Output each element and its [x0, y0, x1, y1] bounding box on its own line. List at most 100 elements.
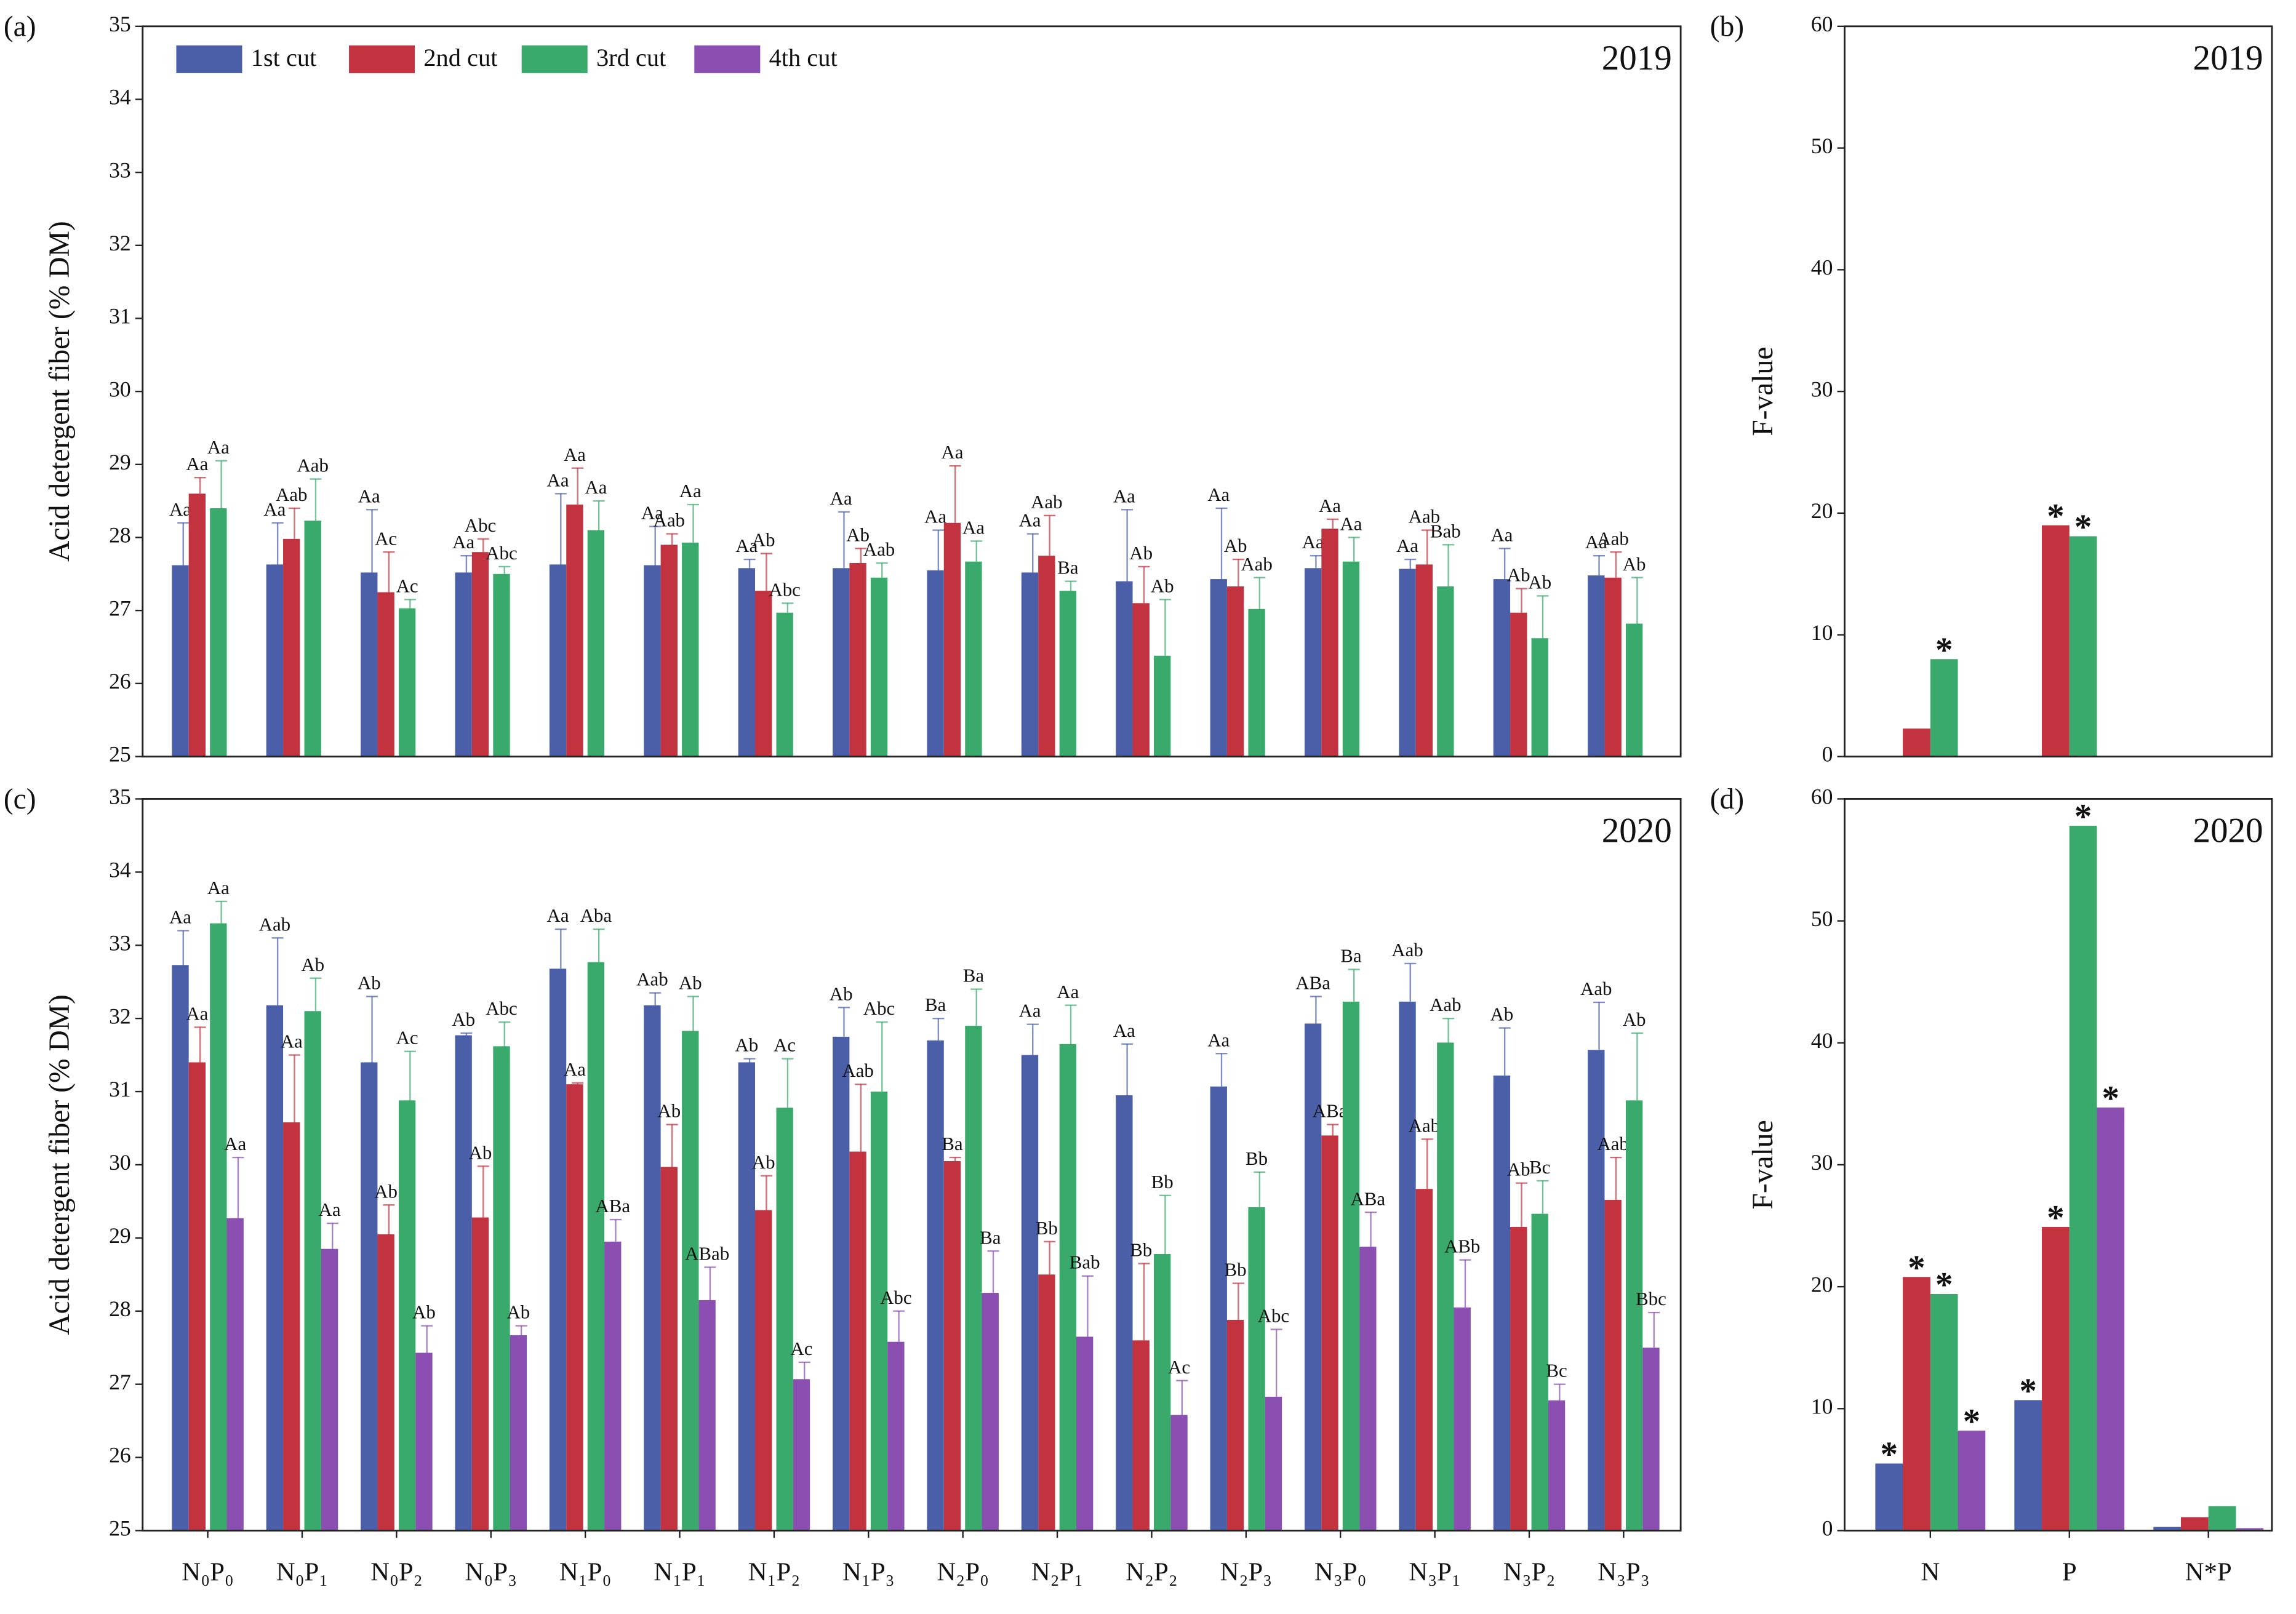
significance-letters: Ab [679, 972, 702, 994]
plot-frame [1844, 797, 2273, 1532]
bar [1021, 1055, 1039, 1531]
x-tick-label: N₁P₁ [654, 1558, 706, 1587]
significance-letters: Aab [1580, 978, 1612, 999]
y-tick-label: 29 [109, 450, 131, 474]
significance-letters: Aa [1207, 484, 1230, 505]
bar [887, 1341, 905, 1531]
significance-letters: Aa [169, 498, 191, 520]
significance-letters: ABb [1444, 1236, 1480, 1257]
bar [1930, 1293, 1958, 1531]
y-tick-label: 40 [1811, 1028, 1833, 1053]
y-tick-label: 29 [109, 1223, 131, 1248]
bar [2180, 1517, 2209, 1531]
bar [849, 562, 866, 757]
significance-letters: Ab [1507, 1159, 1530, 1180]
x-tick-label: P [2062, 1558, 2077, 1587]
bar [660, 1167, 678, 1531]
significance-letters: Ab [735, 1034, 758, 1056]
significance-letters: Aa [452, 531, 474, 553]
significance-star: * [2074, 797, 2092, 836]
significance-letters: ABa [1295, 972, 1330, 994]
y-tick-label: 30 [109, 1150, 131, 1175]
bar [1210, 1086, 1227, 1531]
y-tick-label: 28 [109, 523, 131, 548]
significance-letters: Aa [1396, 535, 1418, 556]
significance-letters: Bb [1036, 1217, 1058, 1239]
x-tick-label: N [1921, 1558, 1940, 1587]
plot-frame [142, 797, 1682, 1532]
bar [1415, 564, 1433, 757]
significance-letters: Aa [207, 436, 230, 458]
bar [321, 1248, 338, 1531]
significance-star: * [1908, 1248, 1926, 1287]
significance-letters: Bb [1246, 1148, 1268, 1169]
y-tick-label: 0 [1822, 1516, 1833, 1541]
bar [471, 552, 489, 757]
significance-letters: Aa [1490, 524, 1513, 545]
bar [1248, 609, 1265, 757]
significance-letters: Aa [641, 502, 663, 524]
bar [566, 505, 583, 757]
significance-letters: Bb [1225, 1259, 1247, 1280]
plot-frame [142, 25, 1682, 757]
significance-letters: Ac [774, 1034, 796, 1056]
significance-letters: Bab [1430, 520, 1461, 541]
bar [1399, 569, 1416, 757]
bar [1021, 572, 1039, 757]
bar [377, 592, 394, 757]
bar [2069, 826, 2097, 1531]
significance-letters: Ab [846, 524, 870, 545]
significance-letters: Ab [1224, 535, 1247, 556]
year-label: 2019 [1602, 39, 1672, 78]
bar [304, 1011, 321, 1531]
bar [943, 522, 961, 757]
x-tick-label: N*P [2185, 1558, 2232, 1587]
y-tick-label: 30 [1811, 377, 1833, 401]
legend-label: 2nd cut [423, 44, 497, 71]
bar [210, 923, 227, 1531]
significance-letters: Aa [962, 516, 985, 538]
bar [1154, 655, 1171, 757]
y-tick-label: 50 [1811, 134, 1833, 158]
bar [2042, 525, 2070, 757]
x-tick-label: N₃P₀ [1314, 1558, 1367, 1587]
significance-letters: Aa [1340, 513, 1362, 535]
y-tick-label: 35 [109, 12, 131, 36]
x-tick-label: N₂P₁ [1031, 1558, 1084, 1587]
significance-letters: Aa [186, 453, 208, 474]
bar [2014, 1400, 2042, 1531]
bar [266, 564, 284, 757]
significance-letters: Aa [564, 1058, 586, 1080]
significance-star: * [2019, 1372, 2037, 1410]
y-tick-label: 25 [109, 742, 131, 767]
y-axis-label: F-value [1747, 347, 1779, 436]
significance-letters: Aa [1113, 1020, 1135, 1041]
significance-letters: Ab [752, 1151, 775, 1173]
significance-letters: Abc [486, 542, 518, 564]
significance-letters: Ab [1623, 1009, 1646, 1030]
significance-letters: Aa [735, 535, 758, 556]
significance-letters: Aa [564, 444, 586, 465]
bar [398, 608, 416, 757]
bar [1321, 529, 1338, 757]
panel-label: (b) [1710, 10, 1744, 42]
bar [1642, 1348, 1660, 1531]
x-tick-label: N₀P₂ [370, 1558, 423, 1587]
y-tick-label: 60 [1811, 785, 1833, 809]
significance-letters: Aa [1319, 495, 1341, 516]
bar [172, 565, 189, 757]
bar [604, 1241, 622, 1531]
significance-letters: Ab [1528, 571, 1551, 593]
bar [833, 1036, 850, 1531]
significance-letters: Ac [1168, 1356, 1190, 1378]
y-tick-label: 10 [1811, 620, 1833, 645]
bar [1342, 1001, 1360, 1531]
bar [1399, 1001, 1416, 1531]
bar [188, 1062, 206, 1531]
x-tick-label: N₁P₂ [748, 1558, 801, 1587]
significance-letters: Abc [486, 997, 518, 1019]
bar [1903, 728, 1930, 757]
bar [493, 1046, 510, 1531]
year-label: 2020 [2193, 812, 2263, 850]
bar [2153, 1527, 2181, 1531]
